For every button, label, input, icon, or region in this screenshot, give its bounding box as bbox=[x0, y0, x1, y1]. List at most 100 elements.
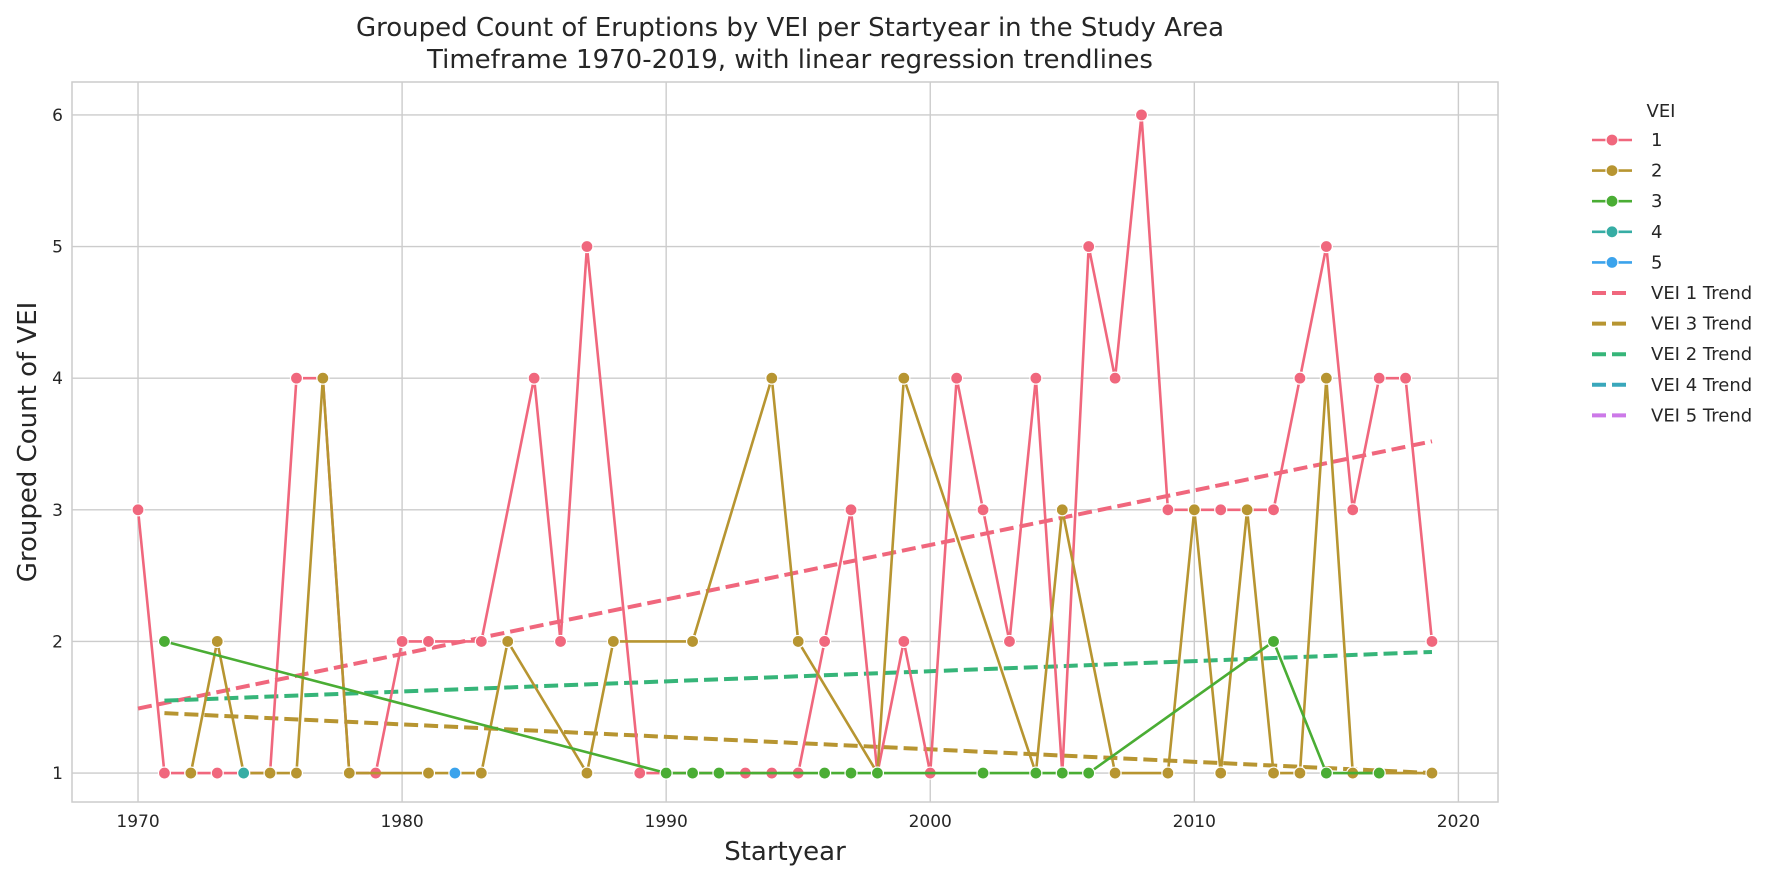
legend-item: 1 bbox=[1592, 130, 1662, 151]
legend-swatch-marker bbox=[1605, 133, 1619, 147]
data-point-vei-5 bbox=[448, 766, 462, 780]
data-point-vei-2 bbox=[421, 766, 436, 780]
data-point-vei-1 bbox=[395, 634, 409, 649]
data-point-vei-1 bbox=[1346, 503, 1360, 517]
legend-label: VEI 1 Trend bbox=[1651, 283, 1752, 304]
data-point-vei-1 bbox=[950, 371, 964, 385]
legend-item: 2 bbox=[1592, 161, 1662, 182]
data-point-vei-2 bbox=[1055, 503, 1069, 517]
legend-item: VEI 3 Trend bbox=[1592, 314, 1752, 335]
legend-title: VEI bbox=[1647, 101, 1676, 122]
data-point-vei-1 bbox=[844, 503, 858, 517]
data-point-vei-1 bbox=[1425, 634, 1439, 649]
legend-swatch-marker bbox=[1605, 194, 1619, 208]
data-point-vei-1 bbox=[897, 634, 911, 649]
data-point-vei-2 bbox=[897, 371, 911, 385]
x-tick-label: 2000 bbox=[909, 812, 952, 832]
data-point-vei-1 bbox=[1319, 239, 1333, 254]
y-tick-label: 1 bbox=[52, 764, 63, 784]
data-point-vei-3 bbox=[1266, 634, 1281, 649]
data-point-vei-1 bbox=[818, 634, 832, 649]
legend-label: VEI 4 Trend bbox=[1651, 375, 1752, 396]
x-tick-label: 1990 bbox=[645, 812, 688, 832]
data-point-vei-2 bbox=[210, 634, 224, 649]
data-point-vei-2 bbox=[263, 766, 277, 780]
data-point-vei-2 bbox=[685, 634, 700, 649]
legend-label: VEI 2 Trend bbox=[1651, 344, 1752, 365]
data-point-vei-3 bbox=[844, 766, 858, 780]
legend-swatch-marker bbox=[1605, 225, 1619, 239]
legend-label: 5 bbox=[1651, 252, 1662, 273]
series-vei-3 bbox=[157, 634, 1386, 780]
x-tick-label: 1980 bbox=[380, 812, 423, 832]
y-tick-label: 5 bbox=[52, 238, 63, 258]
data-point-vei-3 bbox=[157, 634, 172, 649]
legend-label: 3 bbox=[1651, 191, 1662, 212]
data-point-vei-1 bbox=[1214, 503, 1228, 517]
data-point-vei-1 bbox=[1372, 371, 1386, 385]
data-point-vei-1 bbox=[421, 634, 436, 649]
data-point-vei-1 bbox=[1398, 371, 1413, 385]
data-point-vei-2 bbox=[342, 766, 356, 780]
data-point-vei-1 bbox=[1002, 634, 1017, 649]
data-point-vei-1 bbox=[1293, 371, 1307, 385]
data-point-vei-4 bbox=[237, 766, 251, 780]
data-point-vei-3 bbox=[1055, 766, 1069, 780]
data-point-vei-3 bbox=[818, 766, 832, 780]
data-point-vei-1 bbox=[474, 634, 488, 649]
data-point-vei-1 bbox=[633, 766, 647, 780]
x-tick-label: 2010 bbox=[1173, 812, 1216, 832]
x-tick-label: 1970 bbox=[116, 812, 159, 832]
x-axis-label: Startyear bbox=[724, 837, 846, 867]
data-point-vei-1 bbox=[1161, 503, 1175, 517]
legend-label: VEI 3 Trend bbox=[1651, 314, 1752, 335]
trendline-vei-1-trend bbox=[137, 439, 1433, 711]
data-point-vei-2 bbox=[606, 634, 620, 649]
data-point-vei-2 bbox=[1108, 766, 1122, 780]
y-tick-label: 6 bbox=[52, 106, 63, 126]
data-point-vei-1 bbox=[527, 371, 541, 385]
data-point-vei-2 bbox=[1214, 766, 1228, 780]
data-point-vei-3 bbox=[870, 766, 885, 780]
legend: VEI 1 2 3 4 5 VEI 1 Trend VEI 3 Trend VEI 2 Tre… bbox=[1592, 101, 1752, 426]
data-point-vei-1 bbox=[210, 766, 224, 780]
data-point-vei-2 bbox=[1425, 766, 1439, 780]
legend-label: 4 bbox=[1651, 222, 1662, 243]
legend-item: VEI 4 Trend bbox=[1592, 375, 1752, 396]
plot-frame bbox=[71, 81, 1499, 803]
y-tick-label: 4 bbox=[52, 369, 63, 389]
data-point-vei-2 bbox=[501, 634, 515, 649]
series-vei-5 bbox=[448, 766, 462, 780]
data-point-vei-3 bbox=[685, 766, 700, 780]
legend-item: 4 bbox=[1592, 222, 1662, 243]
legend-label: 1 bbox=[1651, 130, 1662, 151]
x-tick-label: 2020 bbox=[1437, 812, 1480, 832]
data-point-vei-1 bbox=[553, 634, 568, 649]
data-point-vei-1 bbox=[1266, 503, 1281, 517]
series-vei-4 bbox=[237, 766, 251, 780]
data-point-vei-2 bbox=[316, 371, 330, 385]
data-point-vei-1 bbox=[976, 503, 990, 517]
data-point-vei-3 bbox=[659, 766, 673, 780]
y-axis-label: Grouped Count of VEI bbox=[13, 302, 43, 583]
data-point-vei-2 bbox=[289, 766, 304, 780]
y-tick-label: 2 bbox=[52, 632, 63, 652]
data-point-vei-2 bbox=[184, 766, 198, 780]
legend-item: VEI 1 Trend bbox=[1592, 283, 1752, 304]
data-point-vei-3 bbox=[976, 766, 990, 780]
data-point-vei-2 bbox=[474, 766, 488, 780]
data-point-vei-1 bbox=[580, 239, 594, 254]
series-line-vei-1 bbox=[136, 113, 1434, 775]
legend-swatch-marker bbox=[1605, 164, 1619, 178]
data-point-vei-2 bbox=[1319, 371, 1333, 385]
data-point-vei-3 bbox=[1029, 766, 1043, 780]
data-point-vei-1 bbox=[289, 371, 304, 385]
legend-item: VEI 5 Trend bbox=[1592, 405, 1752, 426]
data-point-vei-1 bbox=[1029, 371, 1043, 385]
series-vei-2 bbox=[184, 371, 1439, 780]
legend-item: 3 bbox=[1592, 191, 1662, 212]
data-point-vei-2 bbox=[1187, 503, 1201, 517]
data-point-vei-2 bbox=[791, 634, 805, 649]
